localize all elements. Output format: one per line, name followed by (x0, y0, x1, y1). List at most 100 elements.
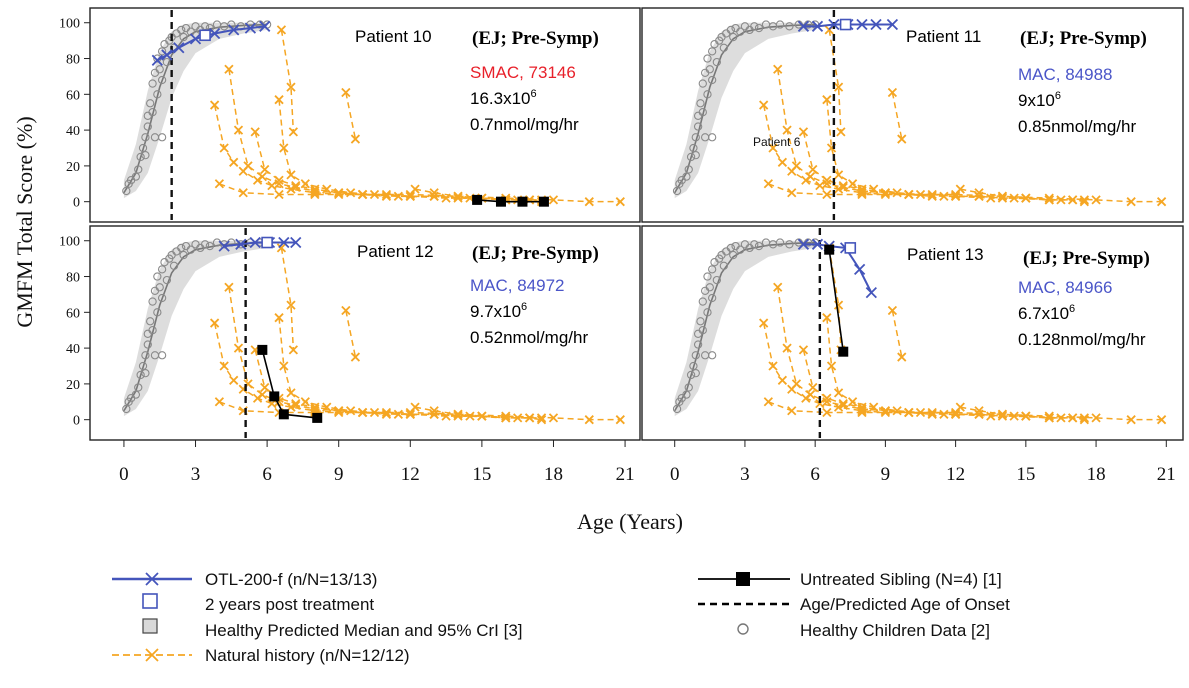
healthy-credible-band (123, 240, 268, 417)
healthy-point (708, 265, 717, 274)
otl-point (259, 20, 271, 32)
healthy-point (141, 351, 150, 360)
healthy-point (138, 361, 148, 371)
sibling-point (824, 244, 835, 255)
legend-otl-marker (145, 572, 159, 586)
natural-history-series (759, 243, 1167, 425)
natural-history-point (773, 64, 783, 74)
natural-history-point (243, 161, 253, 171)
healthy-point (729, 32, 738, 42)
natural-history-point (300, 397, 310, 407)
natural-history-point (869, 184, 879, 194)
natural-history-point (838, 398, 848, 409)
healthy-point (696, 99, 705, 108)
healthy-point (705, 65, 714, 74)
activity-label: 0.128nmol/mg/hr (1018, 330, 1146, 349)
otl-point (853, 263, 866, 276)
natural-history-point (274, 179, 284, 189)
natural-history-point (350, 134, 361, 144)
otl-point (173, 42, 185, 54)
natural-history-point (279, 143, 289, 153)
healthy-point (775, 20, 785, 29)
healthy-point (143, 340, 152, 349)
legend-band-label: Healthy Predicted Median and 95% CrI [3] (205, 621, 523, 640)
healthy-point (712, 275, 721, 285)
natural-history-point (274, 175, 284, 185)
patient6-annotation: Patient 6 (753, 135, 801, 149)
natural-history-point (869, 402, 879, 412)
natural-history-point (763, 179, 773, 189)
y-tick-label: 40 (66, 124, 80, 139)
natural-history-line (768, 401, 1162, 421)
panel-patient-11: Patient 11 (EJ; Pre-Symp) MAC, 84988 9x106 0… (641, 7, 1184, 223)
sibling-point (495, 196, 506, 207)
x-tick-label: 15 (472, 464, 491, 485)
healthy-point (736, 245, 745, 254)
natural-history-point (833, 170, 844, 180)
y-tick-label: 60 (66, 306, 80, 321)
panel-patient-13: Patient 13 (EJ; Pre-Symp) MAC, 84966 6.7x10… (641, 225, 1184, 441)
natural-history-point (345, 406, 356, 416)
healthy-point (693, 122, 703, 131)
otl-point (290, 236, 302, 249)
natural-history-point (322, 402, 332, 412)
y-ticks: 0 20 40 60 80 100 (59, 235, 90, 429)
healthy-point (698, 79, 707, 88)
healthy-credible-band (674, 240, 816, 417)
healthy-point (698, 108, 707, 117)
natural-history-point (229, 157, 239, 167)
healthy-point (691, 351, 700, 360)
natural-history-point (887, 87, 898, 98)
natural-history-point (267, 180, 277, 191)
natural-history-point (822, 189, 832, 200)
otl-point (208, 27, 221, 40)
healthy-point (131, 390, 141, 399)
natural-history-point (857, 186, 867, 196)
natural-history-point (887, 305, 898, 316)
natural-history-point (276, 25, 287, 35)
natural-history-point (615, 415, 625, 425)
x-tick-label: 0 (119, 464, 129, 485)
otl-point (235, 238, 247, 250)
healthy-point (708, 293, 717, 303)
healthy-point (157, 265, 167, 274)
natural-history-point (224, 282, 234, 292)
natural-history-point (274, 189, 284, 200)
dose-exponent: 6 (1055, 90, 1061, 102)
dose-base: 16.3x10 (470, 89, 531, 108)
natural-history-point (453, 409, 463, 419)
healthy-point (205, 241, 214, 251)
natural-history-point (410, 184, 420, 194)
healthy-point (162, 275, 172, 285)
healthy-point (719, 43, 729, 52)
natural-history-point (782, 343, 792, 353)
x-tick-label: 21 (1157, 464, 1176, 485)
natural-history-point (1079, 195, 1090, 205)
legend-band-marker (142, 618, 158, 634)
x-tick-label: 18 (544, 464, 563, 485)
panel-title: Patient 13 (907, 245, 984, 264)
natural-history-point (501, 413, 511, 423)
otl-point (189, 33, 202, 45)
natural-history-point (465, 411, 475, 421)
natural-history-point (260, 382, 270, 393)
otl-series (797, 238, 877, 299)
healthy-point (148, 108, 157, 117)
natural-history-point (1079, 415, 1090, 425)
natural-history-point (822, 393, 832, 403)
sibling-point (257, 344, 268, 355)
y-tick-label: 0 (73, 414, 80, 429)
y-tick-label: 40 (66, 342, 80, 357)
panel-title: Patient 12 (357, 242, 434, 261)
natural-history-line (891, 310, 903, 358)
natural-history-point (536, 415, 547, 425)
healthy-point (696, 317, 705, 326)
panel-title: Patient 10 (355, 27, 432, 46)
natural-history-point (892, 406, 902, 416)
natural-history-point (997, 409, 1008, 419)
legend-healthy-data-label: Healthy Children Data [2] (800, 621, 990, 640)
otl-point (244, 22, 257, 34)
natural-history-point (822, 407, 832, 418)
natural-history-point (291, 398, 301, 409)
natural-history-point (997, 191, 1008, 201)
